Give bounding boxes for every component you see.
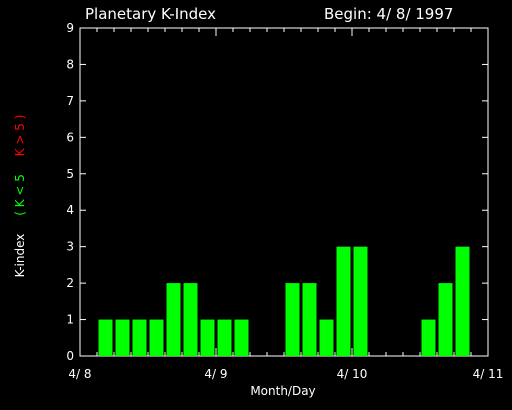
k-index-bar: [200, 319, 215, 356]
y-axis-label: K-index: [13, 234, 27, 278]
chart-title: Planetary K-Index: [85, 5, 216, 23]
y-axis: 0 1 2 3 4 5 6 7 8 9: [66, 21, 488, 363]
k-index-bar: [234, 319, 249, 356]
x-tick-label: 4/ 10: [337, 367, 368, 381]
y-tick-label: 0: [66, 349, 74, 363]
k-index-bar: [455, 246, 470, 356]
x-axis: 4/ 8 4/ 9 4/ 10 4/ 11: [68, 28, 503, 381]
y-tick-label: 7: [66, 94, 74, 108]
y-tick-label: 1: [66, 313, 74, 327]
y-tick-label: 6: [66, 130, 74, 144]
y-tick-label: 5: [66, 167, 74, 181]
y-tick-label: 8: [66, 57, 74, 71]
k-index-bar: [115, 319, 130, 356]
k-index-bar: [217, 319, 232, 356]
bars-group: [98, 246, 470, 356]
svg-text:K-index ( K < 5 K: K-index ( K < 5 K > 5 ): [13, 115, 27, 278]
y-axis-label-group: K-index ( K < 5 K > 5 ): [13, 115, 27, 278]
k-index-bar: [132, 319, 147, 356]
legend-low: ( K < 5: [13, 174, 27, 216]
x-axis-label: Month/Day: [250, 384, 315, 398]
begin-date: Begin: 4/ 8/ 1997: [324, 5, 453, 23]
y-tick-label: 4: [66, 203, 74, 217]
legend-high: K > 5 ): [13, 115, 27, 157]
plot-frame: [79, 27, 489, 357]
k-index-bar: [149, 319, 164, 356]
x-tick-label: 4/ 8: [68, 367, 91, 381]
x-tick-label: 4/ 9: [204, 367, 227, 381]
k-index-bar: [319, 319, 334, 356]
k-index-bar: [336, 246, 351, 356]
k-index-bar: [438, 283, 453, 356]
k-index-bar: [166, 283, 181, 356]
k-index-bar: [353, 246, 368, 356]
x-tick-label: 4/ 11: [473, 367, 504, 381]
k-index-bar: [421, 319, 436, 356]
k-index-bar: [183, 283, 198, 356]
k-index-bar: [302, 283, 317, 356]
y-tick-label: 9: [66, 21, 74, 35]
k-index-bar: [285, 283, 300, 356]
k-index-bar: [98, 319, 113, 356]
y-tick-label: 2: [66, 276, 74, 290]
y-tick-label: 3: [66, 240, 74, 254]
